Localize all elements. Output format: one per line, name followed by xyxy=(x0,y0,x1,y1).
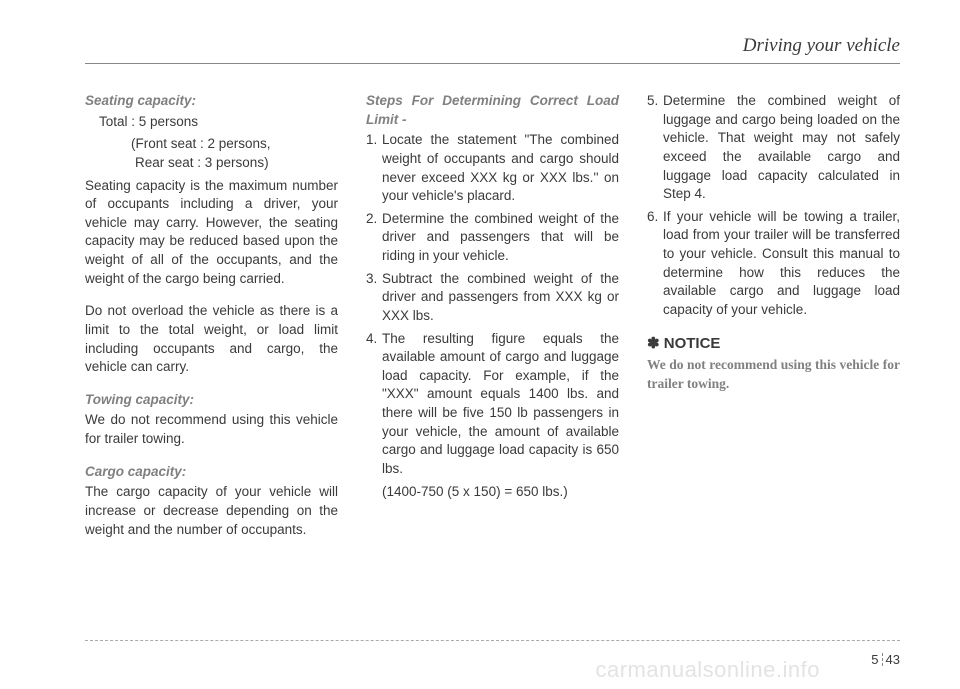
page-number: 5 43 xyxy=(871,652,900,667)
step-6: 6.If your vehicle will be towing a trail… xyxy=(647,208,900,320)
step-3: 3.Subtract the combined weight of the dr… xyxy=(366,270,619,326)
column-1: Seating capacity: Total : 5 persons (Fro… xyxy=(85,92,338,553)
step-num: 5. xyxy=(647,92,663,204)
notice-symbol: ✽ xyxy=(647,335,660,352)
cargo-para: The cargo capacity of your vehicle will … xyxy=(85,483,338,539)
step-text: Locate the statement "The combined weigh… xyxy=(382,131,619,206)
step-1: 1.Locate the statement "The combined wei… xyxy=(366,131,619,206)
steps-head: Steps For Determining Correct Load Limit… xyxy=(366,92,619,129)
bottom-divider xyxy=(85,640,900,641)
section-header: Driving your vehicle xyxy=(85,35,900,64)
step-num: 6. xyxy=(647,208,663,320)
seating-total: Total : 5 persons xyxy=(99,113,338,132)
seating-para-1: Seating capacity is the maximum number o… xyxy=(85,177,338,289)
step-5: 5.Determine the combined weight of lugga… xyxy=(647,92,900,204)
step-4: 4.The resulting figure equals the availa… xyxy=(366,330,619,479)
seating-rear: Rear seat : 3 persons) xyxy=(135,154,338,173)
step-text: Subtract the combined weight of the driv… xyxy=(382,270,619,326)
step-text: Determine the combined weight of the dri… xyxy=(382,210,619,266)
step-num: 1. xyxy=(366,131,382,206)
step-text: Determine the combined weight of luggage… xyxy=(663,92,900,204)
seating-front: (Front seat : 2 persons, xyxy=(131,135,338,154)
seating-capacity-head: Seating capacity: xyxy=(85,92,338,111)
page-chapter: 5 xyxy=(871,652,878,667)
step-num: 4. xyxy=(366,330,382,479)
step-text: If your vehicle will be towing a trailer… xyxy=(663,208,900,320)
notice-heading: ✽ NOTICE xyxy=(647,334,900,355)
page-separator xyxy=(882,653,883,666)
steps-list-part1: 1.Locate the statement "The combined wei… xyxy=(366,131,619,478)
seating-para-2: Do not overload the vehicle as there is … xyxy=(85,302,338,377)
towing-capacity-head: Towing capacity: xyxy=(85,391,338,410)
towing-para: We do not recommend using this vehicle f… xyxy=(85,411,338,448)
column-2: Steps For Determining Correct Load Limit… xyxy=(366,92,619,553)
notice-label: NOTICE xyxy=(664,335,721,352)
page-num: 43 xyxy=(886,652,900,667)
step-2: 2.Determine the combined weight of the d… xyxy=(366,210,619,266)
notice-body: We do not recommend using this vehicle f… xyxy=(647,356,900,393)
watermark: carmanualsonline.info xyxy=(595,657,820,683)
step-num: 2. xyxy=(366,210,382,266)
step-num: 3. xyxy=(366,270,382,326)
cargo-capacity-head: Cargo capacity: xyxy=(85,463,338,482)
step-text: The resulting figure equals the availabl… xyxy=(382,330,619,479)
column-3: 5.Determine the combined weight of lugga… xyxy=(647,92,900,553)
calculation-line: (1400-750 (5 x 150) = 650 lbs.) xyxy=(382,483,619,502)
content-columns: Seating capacity: Total : 5 persons (Fro… xyxy=(85,92,900,553)
manual-page: Driving your vehicle Seating capacity: T… xyxy=(0,0,960,689)
steps-list-part2: 5.Determine the combined weight of lugga… xyxy=(647,92,900,320)
